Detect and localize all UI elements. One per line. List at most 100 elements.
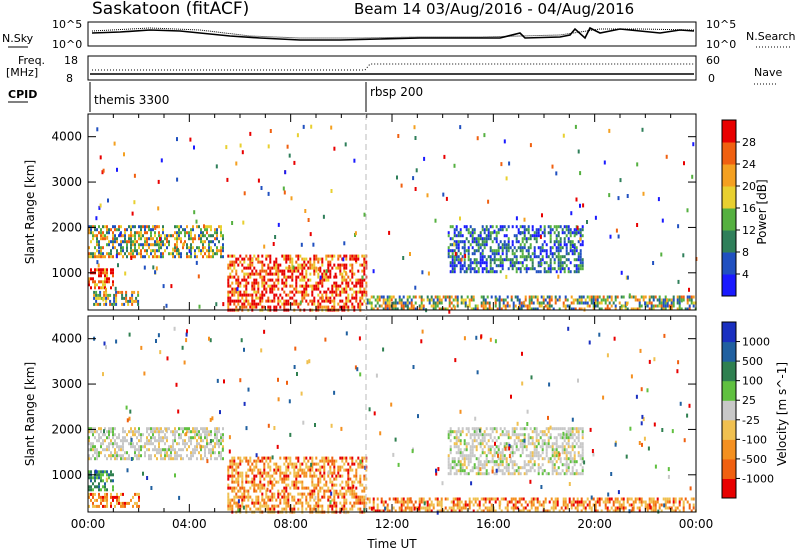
echo-cell [602, 298, 605, 302]
colorbar-segment [722, 274, 736, 297]
echo-cell [265, 299, 268, 303]
echo-cell [495, 445, 498, 449]
echo-cell [473, 252, 476, 256]
echo-cell [442, 192, 445, 197]
echo-cell [160, 430, 162, 434]
echo-cell [144, 454, 146, 458]
echo-cell [555, 454, 558, 458]
echo-cell [471, 466, 474, 470]
echo-cell [313, 254, 316, 258]
echo-cell [458, 509, 461, 513]
echo-cell [333, 489, 336, 493]
echo-cell [512, 503, 515, 507]
echo-cell [339, 501, 342, 505]
echo-cell [130, 249, 132, 253]
echo-cell [305, 272, 308, 276]
echo-cell [206, 445, 208, 449]
echo-cell [247, 272, 250, 276]
echo-cell [646, 503, 649, 507]
echo-cell [569, 246, 572, 250]
echo-cell [271, 507, 274, 511]
echo-cell [114, 495, 116, 499]
echo-cell [361, 263, 364, 267]
echo-cell [505, 252, 508, 256]
echo-cell [682, 298, 685, 302]
echo-cell [686, 208, 689, 213]
echo-cell [531, 442, 534, 446]
echo-cell [176, 237, 178, 241]
echo-cell [291, 465, 294, 469]
echo-cell [227, 266, 230, 270]
echo-cell [303, 266, 306, 270]
echo-cell [345, 287, 348, 291]
echo-cell [555, 240, 558, 244]
echo-cell [489, 231, 492, 235]
echo-cell [166, 234, 168, 238]
echo-cell [317, 302, 320, 306]
echo-cell [310, 124, 313, 129]
echo-cell [239, 486, 242, 490]
echo-cell [329, 254, 332, 258]
echo-cell [541, 448, 544, 452]
echo-cell [515, 234, 518, 238]
echo-cell [579, 264, 582, 268]
echo-cell [198, 249, 200, 253]
echo-cell [277, 492, 280, 496]
echo-cell [325, 293, 328, 297]
echo-cell [563, 255, 566, 259]
echo-cell [567, 430, 570, 434]
echo-cell [339, 492, 342, 496]
echo-cell [630, 295, 633, 299]
echo-cell [672, 497, 675, 501]
echo-cell [100, 442, 102, 446]
echo-cell [363, 495, 366, 499]
echo-cell [472, 503, 475, 507]
echo-cell [351, 275, 354, 279]
echo-cell [170, 430, 172, 434]
echo-cell [273, 287, 276, 291]
echo-cell [92, 255, 94, 259]
echo-cell [422, 298, 425, 302]
echo-cell [541, 255, 544, 259]
echo-cell [561, 255, 564, 259]
echo-cell [491, 445, 494, 449]
echo-cell [449, 448, 452, 452]
echo-cell [261, 296, 264, 300]
echo-cell [480, 295, 483, 299]
echo-cell [196, 255, 198, 259]
echo-cell [553, 436, 556, 440]
echo-cell [277, 465, 280, 469]
echo-cell [516, 298, 519, 302]
echo-cell [295, 456, 298, 460]
echo-cell [123, 152, 125, 157]
echo-cell [347, 281, 350, 285]
echo-cell [237, 465, 240, 469]
echo-cell [573, 258, 576, 262]
echo-cell [670, 301, 673, 305]
echo-cell [514, 497, 517, 501]
echo-cell [245, 296, 248, 300]
echo-cell [533, 460, 536, 464]
echo-cell [291, 296, 294, 300]
echo-cell [460, 506, 463, 510]
echo-cell [517, 261, 520, 265]
echo-cell [257, 483, 260, 487]
echo-cell [137, 290, 140, 294]
echo-cell [418, 509, 421, 513]
echo-cell [253, 278, 256, 282]
echo-cell [227, 284, 230, 288]
echo-cell [512, 307, 515, 311]
echo-cell [545, 454, 548, 458]
echo-cell [535, 454, 538, 458]
echo-cell [415, 168, 418, 173]
echo-cell [688, 503, 691, 507]
echo-cell [204, 228, 206, 232]
echo-cell [475, 243, 478, 247]
echo-cell [134, 492, 136, 496]
echo-cell [543, 234, 546, 238]
echo-cell [547, 430, 550, 434]
echo-cell [357, 495, 360, 499]
echo-cell [279, 263, 282, 267]
echo-cell [164, 442, 166, 446]
echo-cell [106, 430, 108, 434]
